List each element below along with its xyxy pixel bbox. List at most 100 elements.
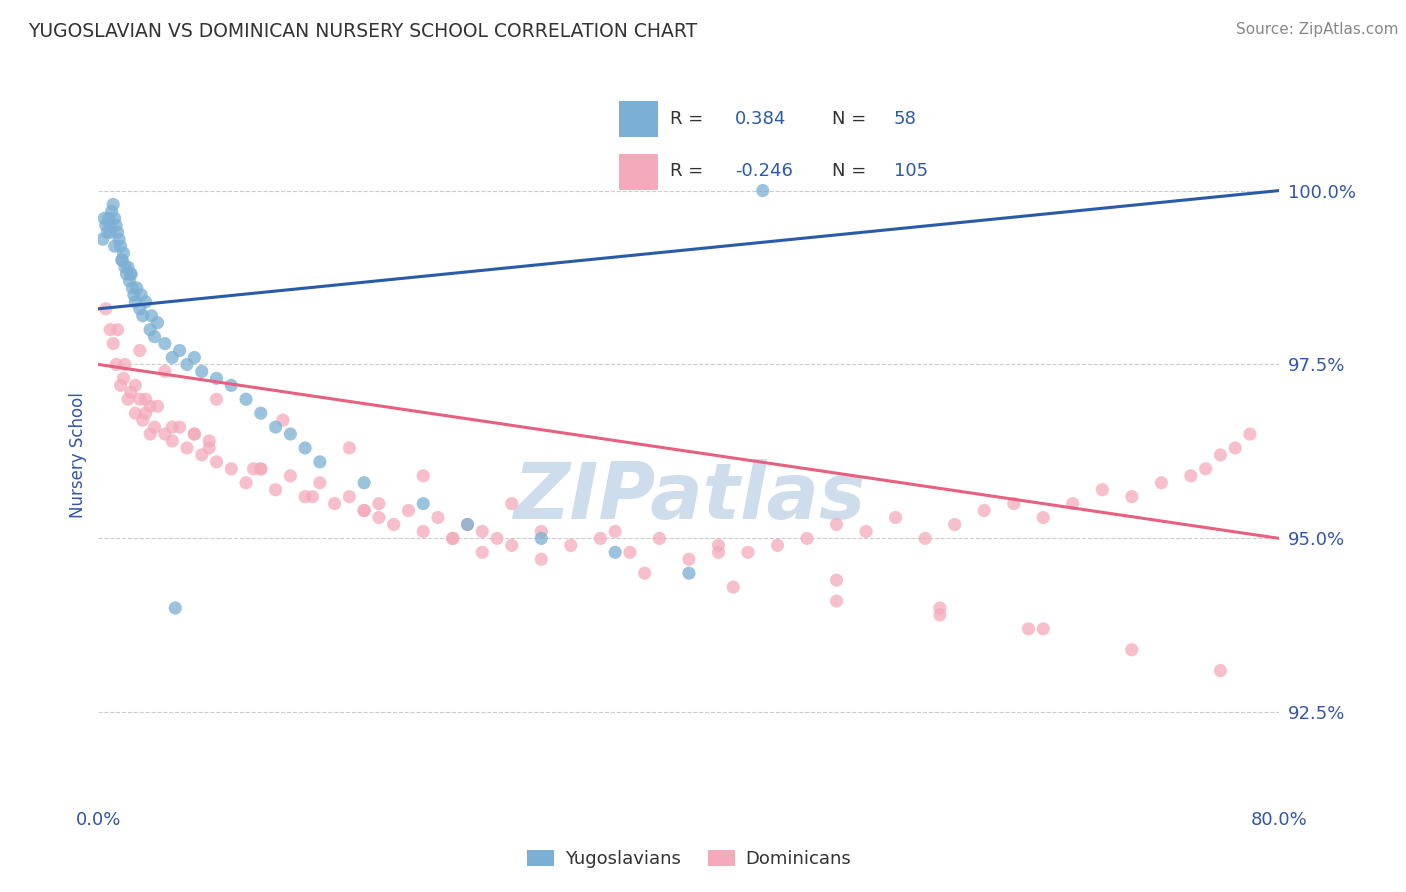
Point	[132, 413, 155, 427]
Point	[96, 225, 118, 239]
Point	[176, 358, 198, 372]
Point	[100, 204, 122, 219]
Point	[633, 566, 655, 581]
Point	[309, 455, 332, 469]
Point	[219, 462, 243, 476]
Point	[441, 532, 464, 546]
Point	[114, 260, 136, 274]
Point	[162, 420, 183, 434]
Point	[914, 532, 936, 546]
Point	[94, 301, 117, 316]
Point	[323, 497, 346, 511]
Point	[301, 490, 323, 504]
Point	[530, 524, 553, 539]
Point	[112, 371, 135, 385]
Point	[183, 427, 205, 442]
Point	[191, 448, 214, 462]
Point	[855, 524, 877, 539]
Point	[98, 323, 121, 337]
Point	[115, 267, 138, 281]
Point	[153, 336, 176, 351]
Point	[105, 219, 128, 233]
Point	[205, 455, 228, 469]
Point	[112, 246, 135, 260]
Point	[825, 573, 848, 587]
Point	[943, 517, 966, 532]
Point	[471, 545, 494, 559]
Point	[766, 538, 789, 552]
Point	[146, 316, 169, 330]
Point	[1032, 622, 1054, 636]
Point	[337, 490, 360, 504]
Point	[153, 427, 176, 442]
Point	[456, 517, 478, 532]
Point	[1121, 642, 1143, 657]
Point	[122, 288, 145, 302]
Point	[1017, 622, 1039, 636]
Point	[294, 441, 316, 455]
Point	[1002, 497, 1025, 511]
Y-axis label: Nursery School: Nursery School	[69, 392, 87, 518]
Point	[104, 239, 127, 253]
Point	[124, 406, 146, 420]
Point	[125, 281, 148, 295]
Point	[501, 497, 523, 511]
Point	[93, 211, 115, 226]
Point	[928, 607, 950, 622]
Point	[129, 288, 152, 302]
Point	[441, 532, 464, 546]
Point	[120, 267, 142, 281]
Point	[132, 309, 155, 323]
Point	[1032, 510, 1054, 524]
Point	[143, 420, 166, 434]
Point	[412, 468, 434, 483]
Point	[605, 524, 627, 539]
Point	[605, 545, 627, 559]
Point	[1223, 441, 1246, 455]
Point	[107, 323, 129, 337]
Point	[103, 197, 125, 211]
Point	[309, 475, 332, 490]
Point	[264, 483, 287, 497]
Point	[723, 580, 745, 594]
Point	[250, 406, 273, 420]
Point	[707, 545, 730, 559]
Point	[250, 462, 273, 476]
Point	[648, 532, 671, 546]
Point	[501, 538, 523, 552]
Point	[111, 253, 134, 268]
Point	[1209, 664, 1232, 678]
Point	[678, 552, 700, 566]
Point	[120, 267, 142, 281]
Text: -0.246: -0.246	[735, 161, 793, 179]
Point	[176, 441, 198, 455]
Point	[139, 323, 162, 337]
Text: YUGOSLAVIAN VS DOMINICAN NURSERY SCHOOL CORRELATION CHART: YUGOSLAVIAN VS DOMINICAN NURSERY SCHOOL …	[28, 22, 697, 41]
Point	[1121, 490, 1143, 504]
Text: 0.384: 0.384	[735, 111, 787, 128]
Point	[139, 399, 162, 413]
Point	[143, 329, 166, 343]
Point	[97, 211, 120, 226]
Point	[242, 462, 264, 476]
Point	[114, 358, 136, 372]
Point	[105, 358, 128, 372]
Point	[120, 385, 142, 400]
Point	[219, 378, 243, 392]
Point	[198, 441, 221, 455]
Point	[235, 392, 257, 407]
Point	[169, 420, 191, 434]
Point	[678, 566, 700, 581]
Point	[353, 503, 375, 517]
Point	[169, 343, 191, 358]
Point	[153, 364, 176, 378]
Point	[110, 378, 132, 392]
Point	[128, 392, 150, 407]
Point	[117, 392, 139, 407]
Point	[124, 378, 146, 392]
Point	[368, 497, 391, 511]
Point	[337, 441, 360, 455]
Point	[146, 399, 169, 413]
Point	[294, 490, 316, 504]
Point	[183, 351, 205, 365]
